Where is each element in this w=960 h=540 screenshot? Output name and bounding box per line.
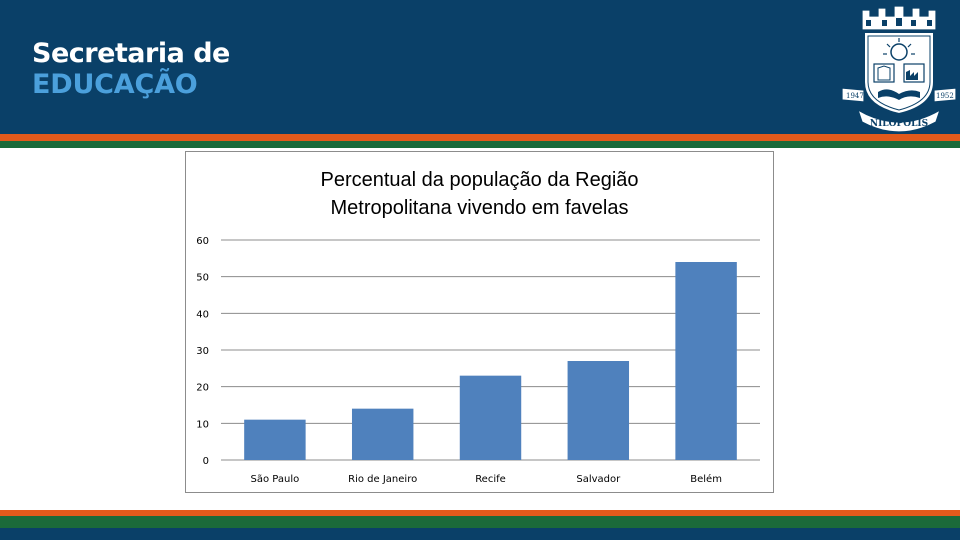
seal-year-right: 1952 — [936, 92, 954, 100]
bar — [351, 408, 414, 460]
y-tick-label: 60 — [196, 236, 209, 247]
header-banner: Secretaria de EDUCAÇÃO 1947 1952 NIL — [0, 0, 960, 134]
bar — [567, 361, 630, 460]
brand-logo: Secretaria de EDUCAÇÃO — [32, 40, 230, 98]
chart-title-line-2: Metropolitana vivendo em favelas — [330, 197, 629, 219]
y-tick-label: 30 — [196, 346, 209, 357]
x-tick-label: Belém — [690, 473, 722, 485]
bar — [244, 419, 306, 460]
x-tick-label: Salvador — [576, 474, 621, 485]
chart-title: Percentual da população da Região Metrop… — [186, 166, 773, 222]
y-tick-label: 20 — [196, 383, 209, 394]
bar-chart: 0 10 20 30 40 50 60 São Paulo Rio de Janeiro Reci… — [196, 236, 760, 485]
y-tick-label: 50 — [196, 273, 209, 284]
bar — [675, 262, 737, 460]
brand-subtitle: EDUCAÇÃO — [32, 69, 198, 100]
top-stripe-green — [0, 141, 960, 148]
y-tick-label: 10 — [196, 419, 209, 430]
chart-title-line-1: Percentual da população da Região — [320, 169, 639, 191]
brand-title: Secretaria de — [32, 38, 230, 69]
chart-container: Percentual da população da Região Metrop… — [185, 151, 774, 493]
seal-city-name: NILÓPOLIS — [870, 117, 928, 129]
x-tick-label: Recife — [475, 474, 506, 485]
bottom-stripe-blue — [0, 528, 960, 540]
y-tick-label: 0 — [203, 456, 209, 467]
bar — [459, 375, 522, 460]
y-tick-label: 40 — [196, 309, 209, 320]
x-tick-label: São Paulo — [251, 474, 300, 485]
top-stripe-orange — [0, 134, 960, 141]
x-tick-label: Rio de Janeiro — [348, 474, 417, 485]
seal-year-left: 1947 — [846, 92, 864, 100]
city-seal-icon: 1947 1952 NILÓPOLIS — [841, 5, 957, 132]
bottom-stripe-orange — [0, 510, 960, 516]
bottom-stripe-green — [0, 516, 960, 528]
